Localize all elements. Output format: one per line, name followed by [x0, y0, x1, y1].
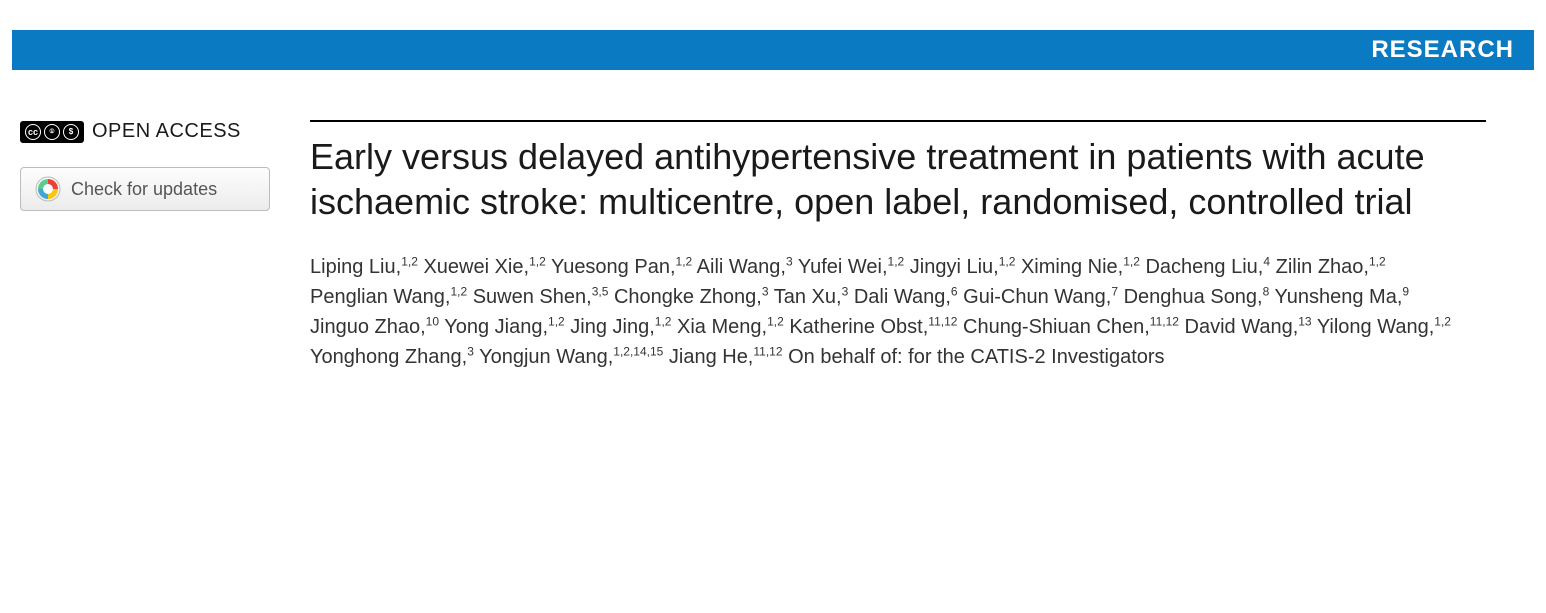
author: Xia Meng,1,2 — [677, 316, 784, 338]
author: Tan Xu,3 — [774, 286, 849, 308]
author: Katherine Obst,11,12 — [789, 316, 957, 338]
author: Yuesong Pan,1,2 — [551, 256, 692, 278]
author-affiliation: 3,5 — [592, 284, 609, 298]
author-affiliation: 11,12 — [928, 314, 957, 328]
author-affiliation: 1,2 — [450, 284, 467, 298]
title-rule — [310, 120, 1486, 122]
author-affiliation: 1,2 — [401, 254, 418, 268]
author: Jingyi Liu,1,2 — [910, 256, 1016, 278]
cc-icon: cc — [25, 124, 41, 140]
author: Jing Jing,1,2 — [570, 316, 671, 338]
author: Suwen Shen,3,5 — [473, 286, 609, 308]
author: Chongke Zhong,3 — [614, 286, 769, 308]
author-affiliation: 7 — [1111, 284, 1118, 298]
author-affiliation: 1,2,14,15 — [613, 344, 663, 358]
author-affiliation: 1,2 — [548, 314, 565, 328]
author: Aili Wang,3 — [697, 256, 793, 278]
author-affiliation: 1,2 — [1123, 254, 1140, 268]
author: Yong Jiang,1,2 — [444, 316, 565, 338]
author-affiliation: 3 — [467, 344, 474, 358]
author-affiliation: 1,2 — [529, 254, 546, 268]
author-affiliation: 1,2 — [1434, 314, 1451, 328]
author: Gui-Chun Wang,7 — [963, 286, 1118, 308]
author-affiliation: 3 — [786, 254, 793, 268]
section-banner: RESEARCH — [12, 30, 1534, 70]
by-icon: ① — [44, 124, 60, 140]
author: Penglian Wang,1,2 — [310, 286, 467, 308]
crossmark-icon — [35, 176, 61, 202]
author: Yufei Wei,1,2 — [798, 256, 904, 278]
author-affiliation: 1,2 — [999, 254, 1016, 268]
author: Dacheng Liu,4 — [1145, 256, 1270, 278]
author: Xuewei Xie,1,2 — [423, 256, 545, 278]
article-title: Early versus delayed antihypertensive tr… — [310, 134, 1486, 224]
left-sidebar: cc ① $ OPEN ACCESS Check for updates — [20, 120, 300, 372]
author: Chung-Shiuan Chen,11,12 — [963, 316, 1179, 338]
author: Ximing Nie,1,2 — [1021, 256, 1140, 278]
open-access-row: cc ① $ OPEN ACCESS — [20, 120, 300, 143]
author-affiliation: 13 — [1298, 314, 1311, 328]
author: Denghua Song,8 — [1124, 286, 1270, 308]
author-affiliation: 6 — [951, 284, 958, 298]
author-affiliation: 1,2 — [888, 254, 905, 268]
author: Yonghong Zhang,3 — [310, 346, 474, 368]
author-affiliation: 8 — [1263, 284, 1270, 298]
author-affiliation: 3 — [762, 284, 769, 298]
author-affiliation: 1,2 — [655, 314, 672, 328]
author: Yunsheng Ma,9 — [1275, 286, 1410, 308]
author-affiliation: 11,12 — [753, 344, 782, 358]
content-wrapper: cc ① $ OPEN ACCESS Check for updates — [0, 70, 1546, 372]
article-header: Early versus delayed antihypertensive tr… — [300, 120, 1526, 372]
author-affiliation: 1,2 — [1369, 254, 1386, 268]
author: Jinguo Zhao,10 — [310, 316, 439, 338]
author-affiliation: 4 — [1263, 254, 1270, 268]
author: Liping Liu,1,2 — [310, 256, 418, 278]
author-affiliation: 10 — [426, 314, 439, 328]
author: Dali Wang,6 — [854, 286, 958, 308]
nc-icon: $ — [63, 124, 79, 140]
author: Yilong Wang,1,2 — [1317, 316, 1451, 338]
author-affiliation: 9 — [1402, 284, 1409, 298]
open-access-label: OPEN ACCESS — [92, 120, 241, 143]
cc-license-badge: cc ① $ — [20, 121, 84, 143]
author-affiliation: 3 — [842, 284, 849, 298]
check-for-updates-button[interactable]: Check for updates — [20, 167, 270, 211]
author-affiliation: 1,2 — [676, 254, 693, 268]
group-author: On behalf of: for the CATIS-2 Investigat… — [788, 346, 1164, 368]
section-banner-label: RESEARCH — [1371, 36, 1514, 64]
author: David Wang,13 — [1185, 316, 1312, 338]
check-for-updates-label: Check for updates — [71, 179, 217, 200]
author-affiliation: 11,12 — [1150, 314, 1179, 328]
author-affiliation: 1,2 — [767, 314, 784, 328]
author: Zilin Zhao,1,2 — [1276, 256, 1386, 278]
author-list: Liping Liu,1,2 Xuewei Xie,1,2 Yuesong Pa… — [310, 252, 1486, 372]
author: Yongjun Wang,1,2,14,15 — [479, 346, 663, 368]
author: Jiang He,11,12 — [669, 346, 783, 368]
